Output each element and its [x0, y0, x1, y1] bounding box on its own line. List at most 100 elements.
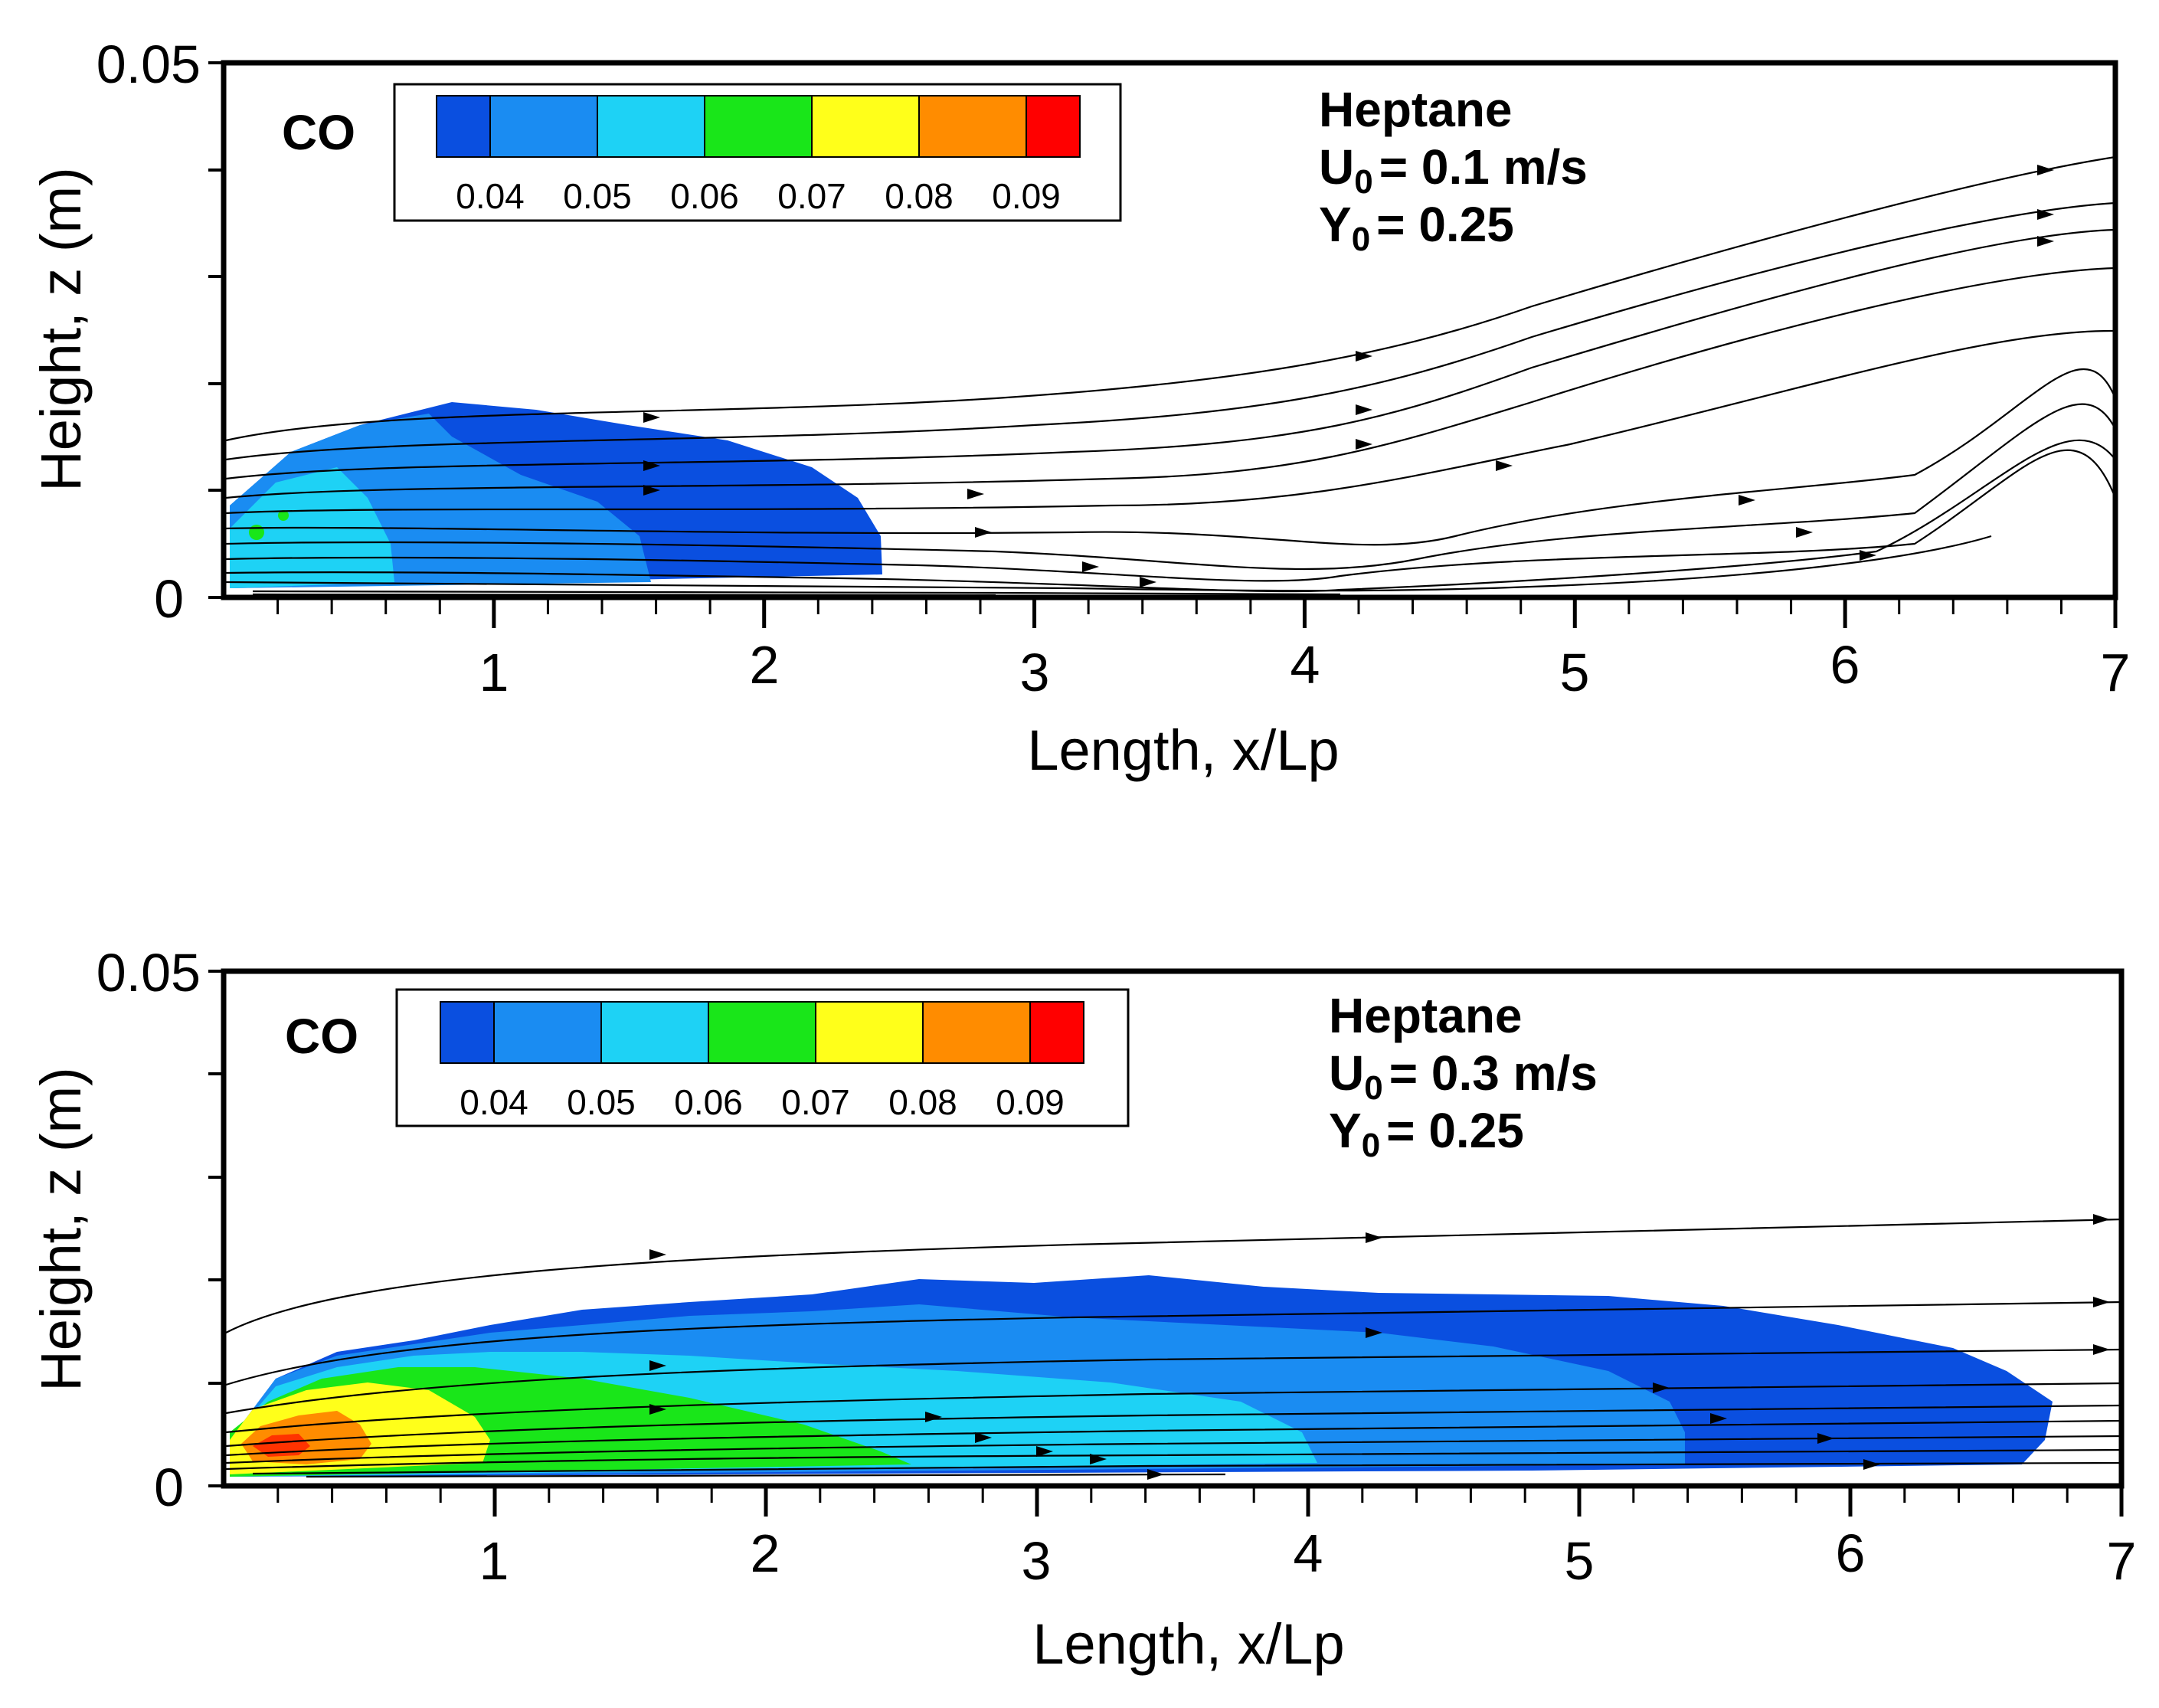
colorbar-label: 0.09: [992, 176, 1061, 216]
stream-arrow: [649, 1249, 666, 1260]
fraction-subscript: 0: [1362, 1127, 1380, 1164]
stream-arrow: [975, 1432, 992, 1443]
stream-arrow: [1860, 550, 1876, 561]
stream-arrows-bottom: [649, 1214, 2110, 1480]
streamline-bottom-3: [225, 1348, 2122, 1415]
panel-bottom: 0.05 0 1 2 3 4 5 6 7 Length, x/Lp Height…: [29, 943, 2136, 1676]
colorbar-label: 0.08: [885, 176, 954, 216]
colorbar-swatch: [440, 1001, 495, 1064]
x-axis-label-bottom: Length, x/Lp: [1032, 1612, 1344, 1676]
colorbar-swatch: [922, 1001, 1031, 1064]
x-tick-labels-top: 1 2 3 4 5 6 7: [479, 635, 2131, 702]
x-tick-label: 7: [2101, 643, 2131, 702]
velocity-value: = 0.1 m/s: [1379, 139, 1588, 195]
colorbar-swatch: [811, 95, 920, 158]
fraction-subscript: 0: [1352, 221, 1370, 258]
stream-arrow: [2037, 165, 2054, 175]
stream-arrow: [2093, 1344, 2110, 1355]
colorbar-swatch: [815, 1001, 924, 1064]
stream-arrow: [967, 489, 984, 499]
colorbar-swatch: [600, 1001, 709, 1064]
fraction-value: = 0.25: [1376, 197, 1514, 252]
colorbar-swatch: [704, 95, 813, 158]
stream-arrow: [1863, 1459, 1880, 1470]
velocity-label: U0 = 0.1 m/s: [1319, 139, 1588, 201]
fraction-symbol: Y: [1319, 197, 1352, 252]
stream-arrow: [1356, 404, 1372, 415]
y-axis-label-top: Height, z (m): [29, 167, 93, 492]
x-tick-label: 5: [1560, 643, 1590, 702]
fraction-label: Y0 = 0.25: [1319, 197, 1514, 258]
colorbar-swatch: [489, 95, 598, 158]
x-tick-label: 6: [1830, 635, 1860, 695]
streamline-top-6: [225, 368, 2117, 546]
contour-level-0.07-spot-a: [249, 525, 264, 540]
streamline-bottom-7: [225, 1435, 2122, 1464]
colorbar-swatch: [493, 1001, 602, 1064]
stream-arrow: [1366, 1232, 1382, 1243]
stream-arrow: [1817, 1433, 1834, 1444]
fuel-label: Heptane: [1329, 988, 1523, 1043]
stream-arrow: [2037, 236, 2054, 247]
streamline-top-5: [225, 329, 2116, 515]
colorbar-label: 0.06: [674, 1082, 743, 1122]
x-tick-label: 4: [1294, 1523, 1323, 1583]
colorbar-swatch: [918, 95, 1027, 158]
stream-arrow: [649, 1404, 666, 1415]
plot-frame-bottom: [221, 968, 2125, 1489]
stream-arrow: [1082, 561, 1099, 572]
streamline-bottom-8: [225, 1448, 2122, 1471]
streamline-bottom-4: [225, 1382, 2122, 1434]
velocity-symbol: U: [1329, 1045, 1364, 1101]
colorbar-label: 0.07: [777, 176, 846, 216]
conditions-annotation-top: Heptane U0 = 0.1 m/s Y0 = 0.25: [1319, 82, 1588, 258]
colorbar-swatch: [1026, 95, 1081, 158]
colorbar-bottom: 0.04 0.05 0.06 0.07 0.08 0.09: [395, 988, 1130, 1127]
species-label-top: CO: [282, 105, 355, 160]
colorbar-label: 0.07: [781, 1082, 850, 1122]
fuel-label: Heptane: [1319, 82, 1513, 137]
colorbar-swatch: [708, 1001, 816, 1064]
stream-arrows-top: [643, 165, 2054, 587]
colorbar-swatch: [1029, 1001, 1084, 1064]
fraction-value: = 0.25: [1386, 1103, 1524, 1158]
stream-arrow: [1496, 460, 1513, 471]
stream-arrow: [1140, 577, 1156, 587]
stream-arrow: [2093, 1297, 2110, 1307]
x-tick-label: 3: [1022, 1531, 1052, 1591]
x-tick-label: 1: [479, 1531, 509, 1591]
x-ticks-bottom: [276, 1486, 2124, 1517]
velocity-subscript: 0: [1354, 163, 1372, 201]
colorbar-label: 0.06: [670, 176, 739, 216]
stream-arrow: [1366, 1327, 1382, 1338]
y-tick-label-top-min: 0: [154, 569, 184, 629]
x-tick-label: 3: [1020, 643, 1050, 702]
stream-arrow: [975, 527, 992, 538]
x-axis-label-top: Length, x/Lp: [1027, 718, 1339, 782]
streamline-top-2: [225, 201, 2116, 461]
colorbar-swatch: [436, 95, 491, 158]
fraction-label: Y0 = 0.25: [1329, 1103, 1524, 1164]
streamline-top-7: [225, 403, 2116, 571]
streamline-top-1: [225, 155, 2116, 442]
y-axis-label-bottom: Height, z (m): [29, 1067, 93, 1392]
fraction-symbol: Y: [1329, 1103, 1362, 1158]
stream-arrow: [1796, 527, 1813, 538]
stream-arrow: [1356, 351, 1372, 362]
streamline-bottom-2: [225, 1301, 2122, 1386]
plot-frame-top: [221, 60, 2118, 600]
colorbar-label: 0.08: [888, 1082, 957, 1122]
x-tick-label: 2: [750, 635, 780, 695]
co-contour-bottom: [230, 1275, 2053, 1477]
stream-arrow: [1710, 1413, 1727, 1424]
velocity-subscript: 0: [1364, 1069, 1382, 1107]
colorbar-swatch: [597, 95, 705, 158]
streamline-top-11: [252, 590, 1341, 596]
velocity-label: U0 = 0.3 m/s: [1329, 1045, 1598, 1107]
stream-arrow: [1036, 1446, 1053, 1457]
colorbar-label: 0.05: [563, 176, 632, 216]
panel-top: 0.05 0 1 2 3 4 5 6 7 Length, x/Lp Height…: [29, 34, 2130, 782]
streamlines-top: [225, 155, 2117, 597]
stream-arrow: [1739, 495, 1755, 506]
co-contour-top: [230, 402, 882, 588]
